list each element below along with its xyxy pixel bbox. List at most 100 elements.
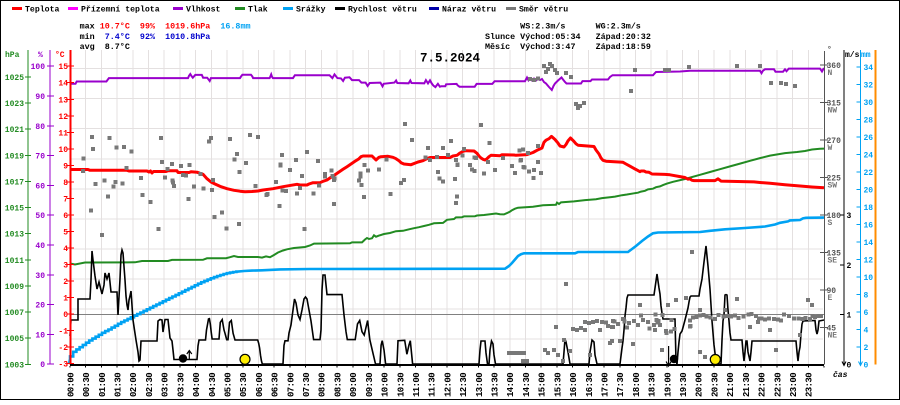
- svg-text:m/s: m/s: [845, 51, 860, 60]
- svg-text:Teplota: Teplota: [25, 5, 59, 15]
- svg-text:SE: SE: [828, 257, 838, 266]
- svg-text:WS:2.3m/s WG:2.3m/s: WS:2.3m/s WG:2.3m/s: [485, 22, 641, 32]
- svg-text:NE: NE: [828, 332, 838, 341]
- svg-text:13: 13: [58, 96, 68, 105]
- svg-text:NW: NW: [828, 107, 838, 116]
- svg-text:-2: -2: [58, 344, 68, 353]
- svg-text:Tlak: Tlak: [248, 5, 268, 15]
- svg-text:1009: 1009: [5, 283, 24, 292]
- svg-text:09:30: 09:30: [365, 373, 375, 397]
- svg-text:45: 45: [827, 325, 837, 334]
- svg-text:08:00: 08:00: [318, 373, 328, 397]
- svg-text:13:30: 13:30: [491, 373, 501, 397]
- svg-text:Náraz větru: Náraz větru: [442, 5, 496, 15]
- svg-text:270: 270: [827, 137, 842, 146]
- svg-text:E: E: [828, 294, 833, 303]
- svg-text:20: 20: [864, 186, 874, 195]
- svg-text:0: 0: [40, 361, 45, 370]
- svg-text:19:00: 19:00: [663, 373, 673, 397]
- svg-text:17:00: 17:00: [601, 373, 611, 397]
- svg-text:10:30: 10:30: [396, 373, 406, 397]
- svg-text:16:30: 16:30: [585, 373, 595, 397]
- svg-text:0: 0: [847, 362, 852, 371]
- svg-text:14: 14: [864, 239, 874, 248]
- svg-text:0: 0: [63, 311, 68, 320]
- svg-text:9: 9: [63, 162, 68, 171]
- svg-text:6: 6: [864, 309, 869, 318]
- svg-text:05:00: 05:00: [224, 373, 234, 397]
- svg-text:09:00: 09:00: [349, 373, 359, 397]
- svg-text:4: 4: [63, 245, 68, 254]
- svg-text:04:30: 04:30: [208, 373, 218, 397]
- svg-text:max 10.7°C 99% 1019.6hPa 16: max 10.7°C 99% 1019.6hPa 16.8mm: [80, 22, 251, 32]
- svg-text:SW: SW: [828, 182, 838, 191]
- svg-text:1015: 1015: [5, 205, 24, 214]
- svg-text:10:00: 10:00: [381, 373, 391, 397]
- svg-text:6: 6: [63, 212, 68, 221]
- svg-text:1017: 1017: [5, 179, 24, 188]
- svg-text:23:30: 23:30: [805, 373, 815, 397]
- svg-text:18:30: 18:30: [648, 373, 658, 397]
- svg-text:12:30: 12:30: [459, 373, 469, 397]
- svg-text:N: N: [828, 69, 833, 78]
- svg-text:70: 70: [35, 153, 45, 162]
- svg-text:05:30: 05:30: [239, 373, 249, 397]
- svg-text:3: 3: [63, 262, 68, 271]
- svg-text:7: 7: [63, 195, 68, 204]
- svg-text:mm: mm: [861, 51, 871, 60]
- svg-text:90: 90: [35, 93, 45, 102]
- svg-text:21:00: 21:00: [726, 373, 736, 397]
- svg-text:11:00: 11:00: [412, 373, 422, 397]
- svg-text:180: 180: [827, 212, 842, 221]
- svg-text:07:00: 07:00: [286, 373, 296, 397]
- svg-text:5: 5: [63, 229, 68, 238]
- svg-text:07:30: 07:30: [302, 373, 312, 397]
- svg-text:4: 4: [864, 326, 869, 335]
- svg-text:15:00: 15:00: [538, 373, 548, 397]
- svg-text:32: 32: [864, 82, 874, 91]
- svg-text:01:00: 01:00: [98, 373, 108, 397]
- svg-text:21:30: 21:30: [742, 373, 752, 397]
- svg-text:S: S: [828, 219, 833, 228]
- svg-text:04:00: 04:00: [192, 373, 202, 397]
- svg-text:12: 12: [58, 113, 68, 122]
- svg-text:00:30: 00:30: [82, 373, 92, 397]
- svg-text:1005: 1005: [5, 335, 24, 344]
- svg-text:8: 8: [63, 179, 68, 188]
- svg-text:W: W: [828, 144, 833, 153]
- svg-text:30: 30: [864, 99, 874, 108]
- svg-text:40: 40: [35, 242, 45, 251]
- svg-text:50: 50: [35, 212, 45, 221]
- svg-text:čas: čas: [833, 371, 848, 380]
- svg-text:2: 2: [864, 344, 869, 353]
- svg-text:min 7.4°C 92% 1010.8hPa: min 7.4°C 92% 1010.8hPa: [80, 32, 211, 42]
- svg-text:1013: 1013: [5, 231, 24, 240]
- svg-text:1003: 1003: [5, 361, 24, 370]
- svg-text:18: 18: [864, 204, 874, 213]
- svg-text:Měsíc Východ:3:47 Západ:18: Měsíc Východ:3:47 Západ:18:59: [485, 42, 651, 52]
- svg-text:100: 100: [31, 63, 46, 72]
- svg-text:19:30: 19:30: [679, 373, 689, 397]
- svg-text:13:00: 13:00: [475, 373, 485, 397]
- svg-text:225: 225: [827, 175, 842, 184]
- svg-text:28: 28: [864, 116, 874, 125]
- svg-text:1025: 1025: [5, 74, 24, 83]
- svg-text:00:00: 00:00: [66, 373, 76, 397]
- svg-text:10: 10: [58, 146, 68, 155]
- svg-text:0: 0: [864, 361, 869, 370]
- svg-text:10: 10: [35, 331, 45, 340]
- svg-text:Srážky: Srážky: [296, 5, 326, 15]
- svg-text:-1: -1: [58, 328, 68, 337]
- svg-text:3: 3: [847, 212, 852, 221]
- svg-text:-3: -3: [58, 361, 68, 370]
- svg-text:%: %: [38, 51, 43, 60]
- svg-text:avg 8.7°C: avg 8.7°C: [80, 42, 130, 52]
- svg-text:1: 1: [63, 295, 68, 304]
- svg-text:315: 315: [827, 100, 842, 109]
- svg-text:08:30: 08:30: [333, 373, 343, 397]
- svg-text:12:00: 12:00: [443, 373, 453, 397]
- svg-text:°C: °C: [55, 51, 65, 60]
- svg-text:24: 24: [864, 151, 874, 160]
- svg-text:Rychlost větru: Rychlost větru: [348, 5, 417, 15]
- svg-text:15:30: 15:30: [553, 373, 563, 397]
